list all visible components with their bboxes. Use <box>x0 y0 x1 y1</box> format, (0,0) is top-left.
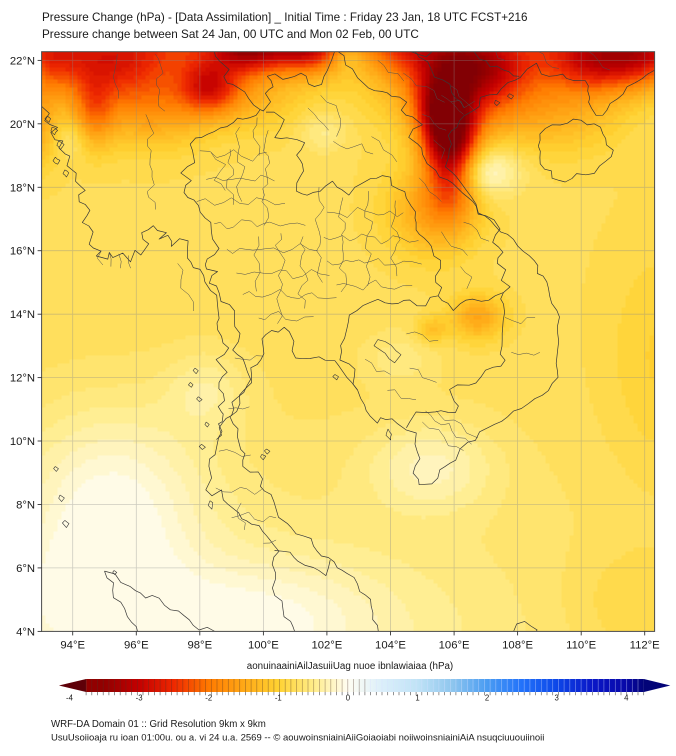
svg-text:106°E: 106°E <box>439 639 470 651</box>
svg-text:6°N: 6°N <box>16 563 35 575</box>
svg-text:Pressure Change (hPa) - [Data: Pressure Change (hPa) - [Data Assimilati… <box>42 11 528 24</box>
svg-text:20°N: 20°N <box>10 119 35 131</box>
svg-text:-4: -4 <box>66 694 74 703</box>
svg-text:12°N: 12°N <box>10 373 35 385</box>
svg-text:94°E: 94°E <box>60 639 85 651</box>
svg-text:UsuUsoiioaja ru ioan 01:00u. o: UsuUsoiioaja ru ioan 01:00u. ou a. vi 24… <box>51 733 544 744</box>
svg-text:4: 4 <box>624 694 629 703</box>
svg-text:WRF-DA Domain 01 :: Grid Resol: WRF-DA Domain 01 :: Grid Resolution 9km … <box>51 719 266 730</box>
svg-text:104°E: 104°E <box>375 639 406 651</box>
svg-text:0: 0 <box>346 694 351 703</box>
svg-text:aonuinaainiAilJasuiiUag nuoe i: aonuinaainiAilJasuiiUag nuoe ibnlawiaiaa… <box>247 661 453 672</box>
svg-text:-2: -2 <box>205 694 212 703</box>
svg-text:Pressure change between Sat 24: Pressure change between Sat 24 Jan, 00 U… <box>42 28 419 41</box>
svg-text:112°E: 112°E <box>630 639 661 651</box>
svg-text:1: 1 <box>415 694 419 703</box>
svg-text:14°N: 14°N <box>10 309 35 321</box>
svg-text:8°N: 8°N <box>16 500 35 512</box>
svg-text:-3: -3 <box>136 694 143 703</box>
svg-text:102°E: 102°E <box>311 639 342 651</box>
svg-text:4°N: 4°N <box>16 626 35 638</box>
svg-text:-1: -1 <box>275 694 282 703</box>
svg-text:16°N: 16°N <box>10 246 35 258</box>
svg-text:10°N: 10°N <box>10 436 35 448</box>
svg-text:18°N: 18°N <box>10 182 35 194</box>
svg-text:22°N: 22°N <box>10 55 35 67</box>
svg-text:96°E: 96°E <box>124 639 149 651</box>
svg-text:2: 2 <box>485 694 489 703</box>
svg-text:108°E: 108°E <box>502 639 533 651</box>
svg-text:3: 3 <box>555 694 559 703</box>
svg-text:100°E: 100°E <box>248 639 279 651</box>
svg-text:98°E: 98°E <box>187 639 212 651</box>
svg-text:110°E: 110°E <box>566 639 597 651</box>
